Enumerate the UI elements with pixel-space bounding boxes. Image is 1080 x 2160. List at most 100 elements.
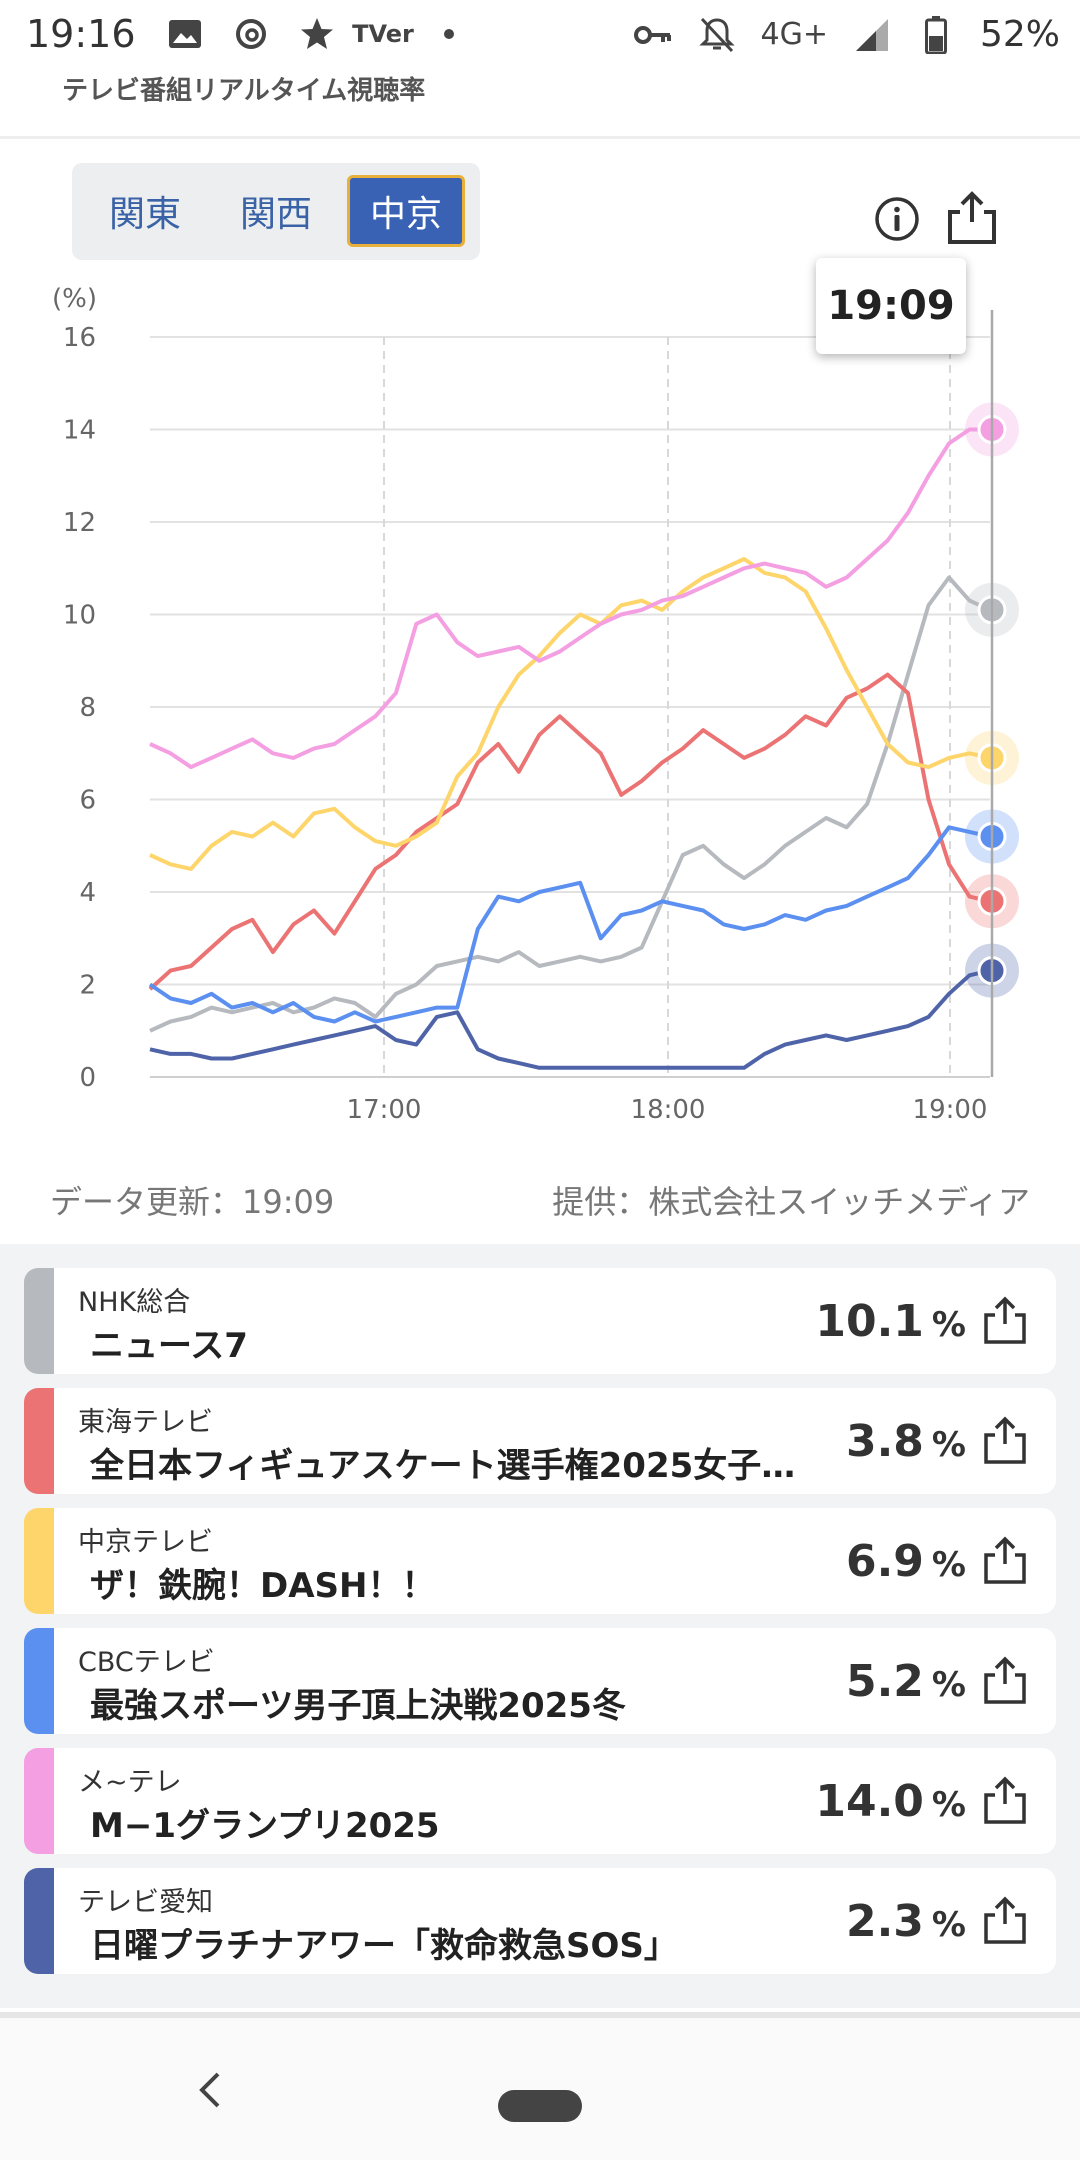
station-name: CBCテレビ	[78, 1647, 215, 1678]
ratings-line-chart[interactable]: (%) 0 2 4 6 8 10 12 14 16 17:00 18:00 19:00	[0, 270, 1080, 1150]
notifications-off-icon	[697, 15, 737, 55]
battery-percent: 52%	[979, 14, 1060, 55]
station-color-stripe	[24, 1388, 54, 1494]
region-tab-chukyo[interactable]: 中京	[347, 175, 465, 247]
rating-unit: %	[931, 1905, 966, 1945]
program-title: 最強スポーツ男子頂上決戦2025冬	[90, 1686, 626, 1726]
station-color-stripe	[24, 1268, 54, 1374]
program-title: ザ！鉄腕！DASH！！	[90, 1566, 436, 1606]
status-left-icons: TVer	[165, 14, 469, 54]
battery-icon	[916, 15, 956, 55]
key-icon	[633, 15, 673, 55]
station-list: NHK総合 ニュース7 10.1% 東海テレビ 全日本フィギュアスケート選手権2…	[0, 1244, 1080, 2008]
station-name: NHK総合	[78, 1287, 191, 1318]
program-title: ニュース7	[90, 1326, 248, 1366]
x-tick-label: 18:00	[631, 1095, 706, 1125]
rating-number: 6.9	[845, 1536, 924, 1587]
series-line-chukyo	[149, 557, 991, 871]
star-icon	[297, 14, 337, 54]
info-icon[interactable]	[874, 196, 920, 242]
rating-unit: %	[931, 1305, 966, 1345]
rating-value: 5.2%	[846, 1656, 966, 1707]
header-divider	[0, 136, 1080, 139]
series-line-metele	[149, 427, 990, 770]
series-line-tokai	[148, 672, 991, 991]
rating-unit: %	[931, 1425, 966, 1465]
program-title: 全日本フィギュアスケート選手権2025女子…	[90, 1446, 796, 1486]
rating-number: 2.3	[845, 1896, 924, 1947]
share-icon[interactable]	[982, 1656, 1028, 1706]
y-tick-label: 10	[63, 601, 96, 631]
rating-unit: %	[931, 1785, 966, 1825]
y-tick-label: 8	[79, 693, 96, 723]
signal-icon	[852, 15, 892, 55]
tver-icon: TVer	[352, 20, 414, 48]
y-tick-label: 2	[79, 971, 96, 1001]
y-tick-label: 16	[63, 323, 96, 353]
app-subtitle: テレビ番組リアルタイム視聴率	[62, 76, 426, 106]
rating-unit: %	[931, 1545, 966, 1585]
program-title: M−1グランプリ2025	[90, 1806, 440, 1846]
share-icon[interactable]	[946, 190, 998, 246]
share-icon[interactable]	[982, 1536, 1028, 1586]
bottom-divider	[0, 2012, 1080, 2018]
dot-icon	[429, 14, 469, 54]
station-color-stripe	[24, 1628, 54, 1734]
y-tick-label: 14	[63, 416, 96, 446]
station-card-cbc[interactable]: CBCテレビ 最強スポーツ男子頂上決戦2025冬 5.2%	[24, 1628, 1056, 1734]
data-updated-label: データ更新：19:09	[50, 1183, 335, 1221]
rating-number: 5.2	[845, 1656, 924, 1707]
series-line-nhk	[149, 575, 991, 1033]
station-color-stripe	[24, 1508, 54, 1614]
rating-number: 10.1	[815, 1296, 924, 1347]
threads-icon	[231, 14, 271, 54]
share-icon[interactable]	[982, 1896, 1028, 1946]
status-time: 19:16	[26, 12, 136, 56]
program-title: 日曜プラチナアワー「救命救急SOS」	[90, 1926, 678, 1966]
y-tick-label: 0	[79, 1063, 96, 1093]
rating-unit: %	[931, 1665, 966, 1705]
chart-axes: (%) 0 2 4 6 8 10 12 14 16 17:00 18:00 19:00	[52, 284, 987, 1125]
chart-series	[148, 402, 1019, 1070]
x-tick-label: 19:00	[913, 1095, 988, 1125]
station-card-chukyo[interactable]: 中京テレビ ザ！鉄腕！DASH！！ 6.9%	[24, 1508, 1056, 1614]
share-icon[interactable]	[982, 1776, 1028, 1826]
region-tab-kansai[interactable]: 関西	[239, 194, 312, 235]
y-tick-label: 12	[63, 508, 96, 538]
gallery-icon	[165, 14, 205, 54]
station-name: 中京テレビ	[78, 1527, 213, 1558]
y-unit-label: (%)	[52, 284, 97, 314]
status-right-icons: 4G+ 52%	[633, 14, 1060, 55]
time-tooltip: 19:09	[816, 258, 966, 354]
region-tab-kanto[interactable]: 関東	[108, 194, 181, 235]
station-name: メ~テレ	[78, 1767, 182, 1798]
system-nav-bar	[0, 2018, 1080, 2160]
rating-value: 6.9%	[846, 1536, 966, 1587]
rating-value: 3.8%	[846, 1416, 966, 1467]
station-card-tokai[interactable]: 東海テレビ 全日本フィギュアスケート選手権2025女子… 3.8%	[24, 1388, 1056, 1494]
rating-value: 14.0%	[815, 1776, 966, 1827]
rating-number: 14.0	[815, 1776, 924, 1827]
station-card-nhk[interactable]: NHK総合 ニュース7 10.1%	[24, 1268, 1056, 1374]
home-pill[interactable]	[498, 2090, 582, 2122]
y-tick-label: 4	[79, 878, 96, 908]
status-bar: 19:16 TVer 4G+ 52%	[0, 0, 1080, 72]
station-color-stripe	[24, 1748, 54, 1854]
network-type: 4G+	[760, 17, 828, 52]
station-color-stripe	[24, 1868, 54, 1974]
series-line-aichi	[149, 968, 991, 1070]
y-tick-label: 6	[79, 786, 96, 816]
chart-grid	[150, 336, 990, 1078]
station-card-aichi[interactable]: テレビ愛知 日曜プラチナアワー「救命救急SOS」 2.3%	[24, 1868, 1056, 1974]
share-icon[interactable]	[982, 1416, 1028, 1466]
rating-value: 2.3%	[846, 1896, 966, 1947]
rating-number: 3.8	[845, 1416, 924, 1467]
station-card-metele[interactable]: メ~テレ M−1グランプリ2025 14.0%	[24, 1748, 1056, 1854]
series-line-cbc	[148, 825, 991, 1024]
x-tick-label: 17:00	[347, 1095, 422, 1125]
region-selector: 関東 関西 中京	[72, 163, 480, 260]
share-icon[interactable]	[982, 1296, 1028, 1346]
rating-value: 10.1%	[815, 1296, 966, 1347]
station-name: 東海テレビ	[78, 1407, 213, 1438]
back-icon[interactable]	[192, 2068, 228, 2112]
